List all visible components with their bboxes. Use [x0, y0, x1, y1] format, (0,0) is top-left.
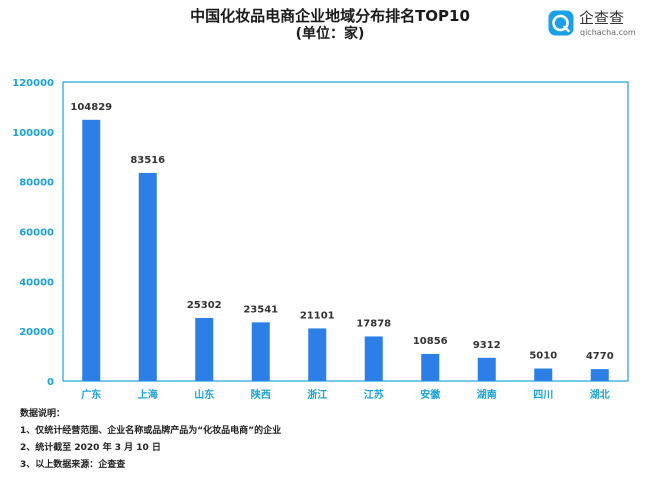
x-tick-label: 江苏 [364, 388, 384, 400]
note-item: 3、以上数据来源：企查查 [20, 460, 126, 470]
bar [364, 336, 383, 381]
x-tick-label: 陕西 [251, 388, 271, 400]
data-label: 17878 [356, 318, 391, 329]
data-label: 23541 [243, 304, 278, 315]
data-label: 21101 [300, 310, 335, 321]
logo-url-text: qichacha.com [580, 28, 636, 37]
bar [308, 328, 327, 381]
logo-brand-name: 企查查 [579, 9, 625, 27]
x-tick-label: 四川 [533, 389, 553, 400]
bar [138, 172, 157, 381]
data-notes: 数据说明： 1、仅统计经营范围、企业名称或品牌产品为“化妆品电商”的企业 2、统… [20, 406, 640, 474]
plot-frame [62, 81, 629, 382]
data-label: 4770 [586, 351, 614, 362]
chart-subtitle: (单位：家) [295, 26, 365, 42]
x-tick-label: 山东 [194, 388, 214, 400]
x-tick-label: 浙江 [307, 388, 327, 400]
y-tick-label: 20000 [19, 327, 54, 338]
x-tick-label: 上海 [138, 388, 158, 400]
data-label: 104829 [70, 102, 112, 113]
notes-heading: 数据说明： [20, 409, 66, 419]
bar [477, 357, 496, 381]
chart-title: 中国化妆品电商企业地域分布排名TOP10 [190, 7, 470, 25]
x-tick-label: 湖南 [477, 388, 497, 400]
x-tick-label: 湖北 [590, 388, 610, 400]
data-label: 5010 [529, 351, 557, 362]
y-tick-label: 100000 [12, 128, 54, 139]
x-tick-label: 安徽 [420, 388, 441, 400]
y-tick-label: 60000 [19, 228, 54, 239]
bar [195, 317, 214, 381]
y-tick-label: 0 [47, 377, 54, 388]
data-label: 25302 [187, 300, 222, 311]
y-tick-label: 40000 [19, 277, 54, 288]
x-tick-label: 广东 [81, 388, 101, 400]
qichacha-logo-icon [548, 10, 574, 36]
data-label: 9312 [473, 340, 501, 351]
y-tick-label: 80000 [19, 178, 54, 189]
bar-chart: 0 20000 40000 60000 80000 100000 120000 104829 广… [12, 78, 629, 400]
bar [251, 322, 270, 381]
bar [82, 119, 101, 381]
note-item: 1、仅统计经营范围、企业名称或品牌产品为“化妆品电商”的企业 [20, 426, 282, 436]
data-label: 10856 [413, 336, 448, 347]
bar [421, 353, 440, 381]
brand-logo: 企查查 qichacha.com [548, 8, 648, 38]
data-label: 83516 [130, 155, 165, 166]
bar [534, 368, 553, 381]
note-item: 2、统计截至 2020 年 3 月 10 日 [20, 443, 161, 453]
y-tick-label: 120000 [12, 78, 54, 89]
bar [590, 369, 609, 381]
